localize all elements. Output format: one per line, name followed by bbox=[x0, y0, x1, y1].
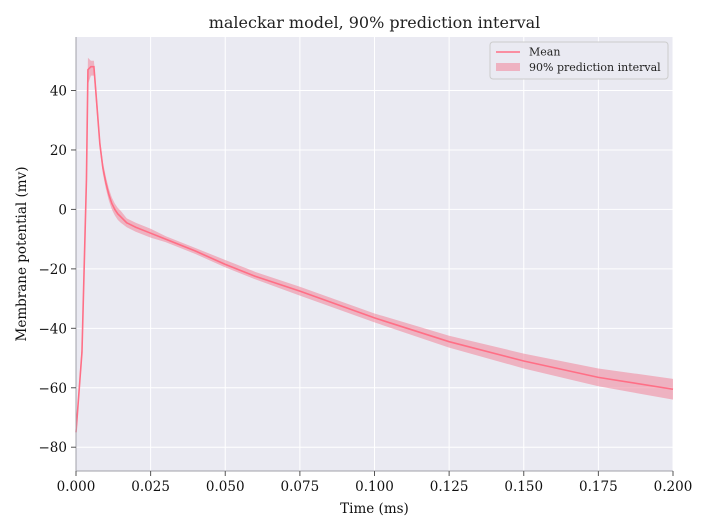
legend: Mean 90% prediction interval bbox=[489, 41, 669, 80]
x-tick-label: 0.000 bbox=[57, 479, 96, 495]
legend-box bbox=[489, 41, 669, 80]
y-tick-label: 20 bbox=[50, 143, 67, 159]
y-tick-label: 0 bbox=[58, 202, 67, 218]
x-tick-label: 0.125 bbox=[430, 479, 469, 495]
chart-title: maleckar model, 90% prediction interval bbox=[209, 13, 541, 32]
y-tick-label: −40 bbox=[39, 321, 68, 337]
x-tick-label: 0.100 bbox=[355, 479, 394, 495]
legend-mean-label: Mean bbox=[529, 46, 560, 59]
x-axis-label: Time (ms) bbox=[340, 501, 409, 517]
y-axis-ticks: −80 −60 −40 −20 0 20 40 bbox=[39, 84, 76, 456]
legend-interval-swatch bbox=[496, 63, 520, 71]
y-tick-label: −60 bbox=[39, 381, 68, 397]
y-axis-label: Membrane potential (mv) bbox=[14, 167, 30, 342]
legend-interval-label: 90% prediction interval bbox=[529, 61, 661, 74]
x-axis-ticks: 0.000 0.025 0.050 0.075 0.100 0.125 0.150 0.175… bbox=[57, 471, 693, 495]
x-tick-label: 0.025 bbox=[131, 479, 170, 495]
x-tick-label: 0.150 bbox=[504, 479, 543, 495]
grid bbox=[75, 37, 674, 471]
x-tick-label: 0.050 bbox=[206, 479, 245, 495]
x-tick-label: 0.075 bbox=[281, 479, 320, 495]
y-tick-label: −80 bbox=[39, 440, 68, 456]
y-tick-label: 40 bbox=[50, 84, 67, 100]
x-tick-label: 0.175 bbox=[579, 479, 618, 495]
mean-line bbox=[75, 65, 674, 433]
interval-band bbox=[76, 57, 673, 439]
y-tick-label: −20 bbox=[39, 262, 68, 278]
x-tick-label: 0.200 bbox=[654, 479, 693, 495]
